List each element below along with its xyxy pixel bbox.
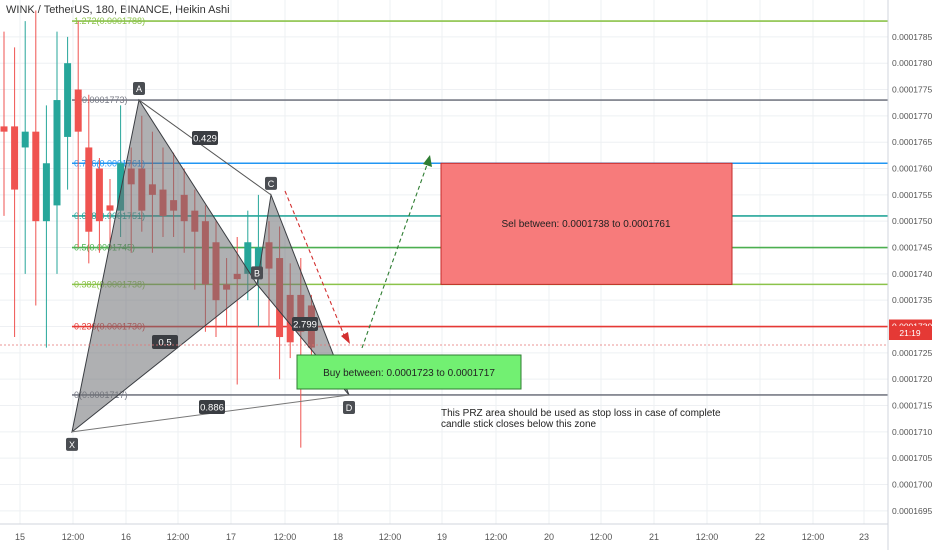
y-tick-label: 0.0001735 (892, 295, 932, 305)
x-tick-label: 16 (121, 532, 131, 542)
y-tick-label: 0.0001765 (892, 137, 932, 147)
ratio-label: 2.799 (293, 320, 317, 331)
x-tick-label: 12:00 (590, 532, 613, 542)
x-tick-label: 12:00 (62, 532, 85, 542)
candle-body (95, 168, 103, 222)
note-text: This PRZ area should be used as stop los… (441, 408, 721, 419)
ratio-badge (292, 317, 318, 331)
y-tick-label: 0.0001705 (892, 453, 932, 463)
ratio-badge (199, 400, 225, 414)
pattern-point-label: X (69, 440, 75, 450)
candle-body (106, 205, 114, 211)
candle-body (53, 100, 61, 206)
pattern-point-badge (251, 266, 263, 280)
time-badge-label: 21:19 (899, 328, 921, 338)
candle-body (254, 247, 262, 274)
x-tick-label: 12:00 (379, 532, 402, 542)
y-tick-label: 0.0001700 (892, 480, 932, 490)
sell-zone-label: Sel between: 0.0001738 to 0.0001761 (501, 219, 670, 230)
pattern-point-badge (265, 176, 277, 190)
y-tick-label: 0.0001740 (892, 269, 932, 279)
arrowhead-down (341, 332, 350, 344)
note-text: candle stick closes below this zone (441, 419, 597, 430)
x-tick-label: 15 (15, 532, 25, 542)
ratio-label: 0.886 (200, 403, 224, 414)
ratio-label: 0.5 (158, 338, 171, 349)
candle-body (0, 126, 8, 132)
pattern-xab-triangle (71, 98, 258, 434)
candle-body (64, 63, 72, 137)
candle-body (32, 131, 40, 222)
y-tick-label: 0.0001770 (892, 111, 932, 121)
x-tick-label: 18 (333, 532, 343, 542)
symbol-title: WINK / TetherUS, 180, BINANCE, Heikin As… (6, 4, 230, 16)
candle-body (117, 163, 125, 211)
y-tick-label: 0.0001715 (892, 401, 932, 411)
pattern-point-label: D (346, 403, 353, 413)
x-tick-label: 17 (226, 532, 236, 542)
x-tick-label: 12:00 (274, 532, 297, 542)
y-tick-label: 0.0001755 (892, 190, 932, 200)
projection-arrow-up (361, 161, 429, 349)
x-tick-label: 22 (755, 532, 765, 542)
x-tick-label: 12:00 (485, 532, 508, 542)
pattern-point-badge (343, 400, 355, 414)
y-tick-label: 0.0001745 (892, 243, 932, 253)
arrowhead-up (423, 155, 432, 167)
y-tick-label: 0.0001750 (892, 216, 932, 226)
pattern-point-label: B (254, 268, 260, 278)
sell-zone-box (440, 162, 733, 285)
ratio-badge (152, 335, 178, 349)
pattern-point-badge (133, 82, 145, 96)
fib-level-label: 0.786(0.0001761) (74, 158, 145, 168)
y-tick-label: 0.0001710 (892, 427, 932, 437)
pattern-point-label: A (136, 84, 142, 94)
ratio-badge (192, 131, 218, 145)
candle-body (74, 89, 82, 132)
y-tick-label: 0.0001780 (892, 58, 932, 68)
pattern-point-badge (66, 437, 78, 451)
y-tick-label: 0.0001695 (892, 506, 932, 516)
y-tick-label: 0.0001775 (892, 85, 932, 95)
buy-zone-label: Buy between: 0.0001723 to 0.0001717 (323, 368, 495, 379)
candle-body (42, 163, 50, 222)
x-tick-label: 21 (649, 532, 659, 542)
y-tick-label: 0.0001760 (892, 164, 932, 174)
fib-level-label: 0.5(0.0001745) (74, 243, 135, 253)
x-tick-label: 12:00 (802, 532, 825, 542)
ratio-label: 0.429 (193, 134, 217, 145)
pattern-ac-line (138, 99, 272, 196)
fib-level-label: 1.272(0.0001788) (74, 16, 145, 26)
projection-arrow-down (284, 190, 347, 341)
y-tick-label: 0.0001720 (892, 374, 932, 384)
time-badge (889, 326, 932, 340)
buy-zone-box (296, 354, 522, 390)
candle-body (11, 126, 19, 190)
pattern-point-label: C (268, 179, 275, 189)
candle-body (244, 242, 252, 274)
x-tick-label: 12:00 (167, 532, 190, 542)
x-tick-label: 20 (544, 532, 554, 542)
x-tick-label: 12:00 (696, 532, 719, 542)
candle-body (21, 131, 29, 148)
x-tick-label: 19 (437, 532, 447, 542)
x-tick-label: 23 (859, 532, 869, 542)
candle-body (85, 147, 93, 232)
fib-level-label: 1(0.0001773) (74, 95, 128, 105)
y-tick-label: 0.0001725 (892, 348, 932, 358)
y-tick-label: 0.0001785 (892, 32, 932, 42)
